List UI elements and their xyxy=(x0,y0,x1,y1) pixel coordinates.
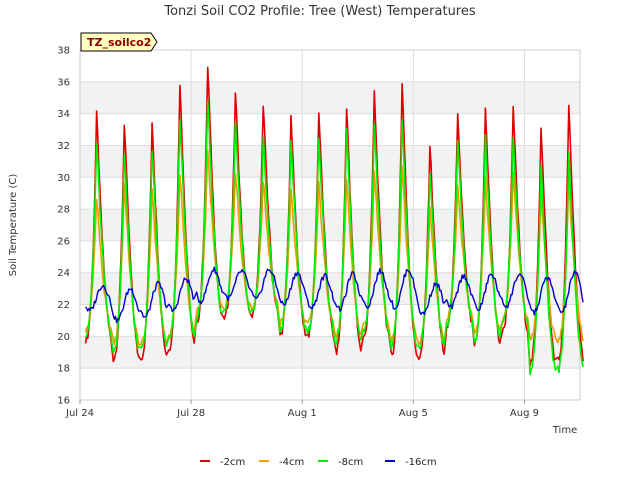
series-line-4cmcm xyxy=(84,149,584,346)
y-tick-label: 16 xyxy=(57,396,70,407)
y-tick-label: 22 xyxy=(57,300,70,311)
plot-band xyxy=(80,336,580,369)
x-tick-label: Aug 5 xyxy=(399,408,428,419)
x-tick-label: Jul 24 xyxy=(65,408,94,419)
x-tick-label: Aug 1 xyxy=(288,408,317,419)
y-tick-label: 20 xyxy=(57,332,70,343)
legend-label: -4cm xyxy=(279,457,304,468)
site-tag-box xyxy=(80,32,158,52)
x-tick-label: Jul 28 xyxy=(176,408,205,419)
y-tick-label: 34 xyxy=(57,109,70,120)
x-axis: Jul 24 Jul 28 Aug 1 Aug 5 Aug 9 xyxy=(65,400,539,419)
y-tick-label: 26 xyxy=(57,236,70,247)
plot-area-frame xyxy=(79,49,581,401)
legend-label: -8cm xyxy=(338,457,363,468)
y-axis-label: Soil Temperature (C) xyxy=(8,174,19,277)
plot-band xyxy=(80,81,580,114)
x-axis-label: Time xyxy=(552,425,577,436)
y-tick-label: 36 xyxy=(57,77,70,88)
chart-title: Tonzi Soil CO2 Profile: Tree (West) Temp… xyxy=(163,4,476,19)
series-line-8cmcm xyxy=(85,100,584,376)
legend: -2cm -4cm -8cm -16cm xyxy=(200,457,437,468)
plot-band xyxy=(80,145,580,178)
series-line-16cmcm xyxy=(85,266,584,324)
y-axis: 16 18 20 22 24 26 28 30 32 34 36 38 xyxy=(57,46,70,407)
site-tag: TZ_soilco2 xyxy=(80,32,158,52)
legend-label: -16cm xyxy=(405,457,437,468)
y-tick-label: 28 xyxy=(57,205,70,216)
y-tick-label: 38 xyxy=(57,46,70,57)
y-tick-label: 30 xyxy=(57,173,70,184)
x-tick-label: Aug 9 xyxy=(510,408,539,419)
y-tick-label: 24 xyxy=(57,268,70,279)
y-tick-label: 32 xyxy=(57,141,70,152)
y-tick-label: 18 xyxy=(57,364,70,375)
plot-band xyxy=(80,209,580,241)
site-tag-label: TZ_soilco2 xyxy=(87,36,151,49)
series-lines xyxy=(84,66,584,376)
legend-label: -2cm xyxy=(220,457,245,468)
